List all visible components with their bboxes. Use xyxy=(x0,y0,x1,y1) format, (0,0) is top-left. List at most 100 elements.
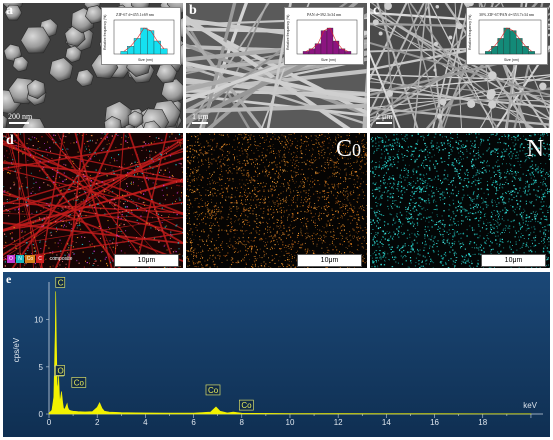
signal-dot xyxy=(517,139,519,141)
signal-dot xyxy=(337,201,340,203)
signal-dot xyxy=(387,183,388,185)
signal-dot xyxy=(304,185,305,188)
signal-dot xyxy=(414,147,417,150)
signal-dot xyxy=(152,182,154,184)
signal-dot xyxy=(340,215,342,217)
signal-dot xyxy=(460,210,462,212)
signal-dot xyxy=(455,174,457,176)
signal-dot xyxy=(374,251,375,253)
signal-dot xyxy=(456,133,458,135)
signal-dot xyxy=(186,140,188,141)
signal-dot xyxy=(375,215,377,218)
signal-dot xyxy=(247,175,249,177)
signal-dot xyxy=(507,154,509,156)
signal-dot xyxy=(277,205,279,207)
signal-dot xyxy=(66,218,68,220)
signal-dot xyxy=(454,267,455,268)
signal-dot xyxy=(283,185,285,187)
signal-dot xyxy=(81,236,83,238)
signal-dot xyxy=(196,224,198,226)
signal-dot xyxy=(196,197,198,199)
signal-dot xyxy=(491,184,493,185)
signal-dot xyxy=(296,259,298,261)
signal-dot xyxy=(380,185,382,187)
hist-xlabel: Size (nm) xyxy=(321,58,336,62)
signal-dot xyxy=(245,150,247,152)
signal-dot xyxy=(372,167,374,169)
signal-dot xyxy=(374,265,376,268)
signal-dot xyxy=(53,142,55,144)
signal-dot xyxy=(291,178,294,180)
signal-dot xyxy=(509,193,511,195)
signal-dot xyxy=(257,183,259,184)
signal-dot xyxy=(230,231,232,233)
signal-dot xyxy=(264,201,266,203)
signal-dot xyxy=(15,144,17,147)
signal-dot xyxy=(501,152,503,154)
signal-dot xyxy=(200,178,202,180)
signal-dot xyxy=(233,202,235,204)
signal-dot xyxy=(324,253,326,254)
signal-dot xyxy=(9,172,11,175)
signal-dot xyxy=(266,133,268,135)
signal-dot xyxy=(55,141,57,143)
signal-dot xyxy=(211,158,213,160)
signal-dot xyxy=(173,211,175,214)
signal-dot xyxy=(544,195,546,198)
signal-dot xyxy=(264,139,266,141)
signal-dot xyxy=(497,170,499,172)
signal-dot xyxy=(363,255,364,256)
signal-dot xyxy=(72,160,74,162)
signal-dot xyxy=(207,201,209,202)
signal-dot xyxy=(418,187,420,190)
signal-dot xyxy=(219,251,221,253)
signal-dot xyxy=(211,211,212,213)
signal-dot xyxy=(127,175,129,177)
signal-dot xyxy=(428,149,430,151)
signal-dot xyxy=(74,193,76,195)
signal-dot xyxy=(247,195,249,196)
signal-dot xyxy=(466,169,468,171)
signal-dot xyxy=(241,195,243,197)
signal-dot xyxy=(286,266,288,268)
signal-dot xyxy=(535,220,536,223)
signal-dot xyxy=(84,191,86,193)
signal-dot xyxy=(321,142,323,144)
signal-dot xyxy=(246,179,248,181)
signal-dot xyxy=(336,184,338,186)
signal-dot xyxy=(65,263,67,265)
signal-dot xyxy=(360,206,362,208)
signal-dot xyxy=(196,170,198,172)
signal-dot xyxy=(282,244,284,246)
histogram-title: PAN d=392.3±34 nm xyxy=(307,12,342,17)
signal-dot xyxy=(350,233,351,235)
signal-dot xyxy=(281,203,283,204)
signal-dot xyxy=(250,180,252,182)
signal-dot xyxy=(426,218,428,219)
signal-dot xyxy=(119,166,121,167)
signal-dot xyxy=(72,240,74,243)
bead xyxy=(385,89,393,98)
signal-dot xyxy=(548,148,550,150)
signal-dot xyxy=(250,139,252,140)
signal-dot xyxy=(416,218,419,220)
signal-dot xyxy=(275,182,277,184)
signal-dot xyxy=(94,155,95,157)
signal-dot xyxy=(198,166,200,168)
signal-dot xyxy=(32,187,34,188)
signal-dot xyxy=(511,139,513,141)
signal-dot xyxy=(234,196,236,198)
signal-dot xyxy=(398,218,400,221)
signal-dot xyxy=(227,136,230,138)
signal-dot xyxy=(245,164,247,166)
signal-dot xyxy=(164,198,166,201)
signal-dot xyxy=(49,252,51,254)
signal-dot xyxy=(321,141,324,143)
signal-dot xyxy=(234,149,236,150)
signal-dot xyxy=(246,223,248,225)
signal-dot xyxy=(287,141,288,143)
signal-dot xyxy=(133,181,134,183)
signal-dot xyxy=(268,174,269,175)
signal-dot xyxy=(254,261,256,263)
signal-dot xyxy=(287,259,288,260)
